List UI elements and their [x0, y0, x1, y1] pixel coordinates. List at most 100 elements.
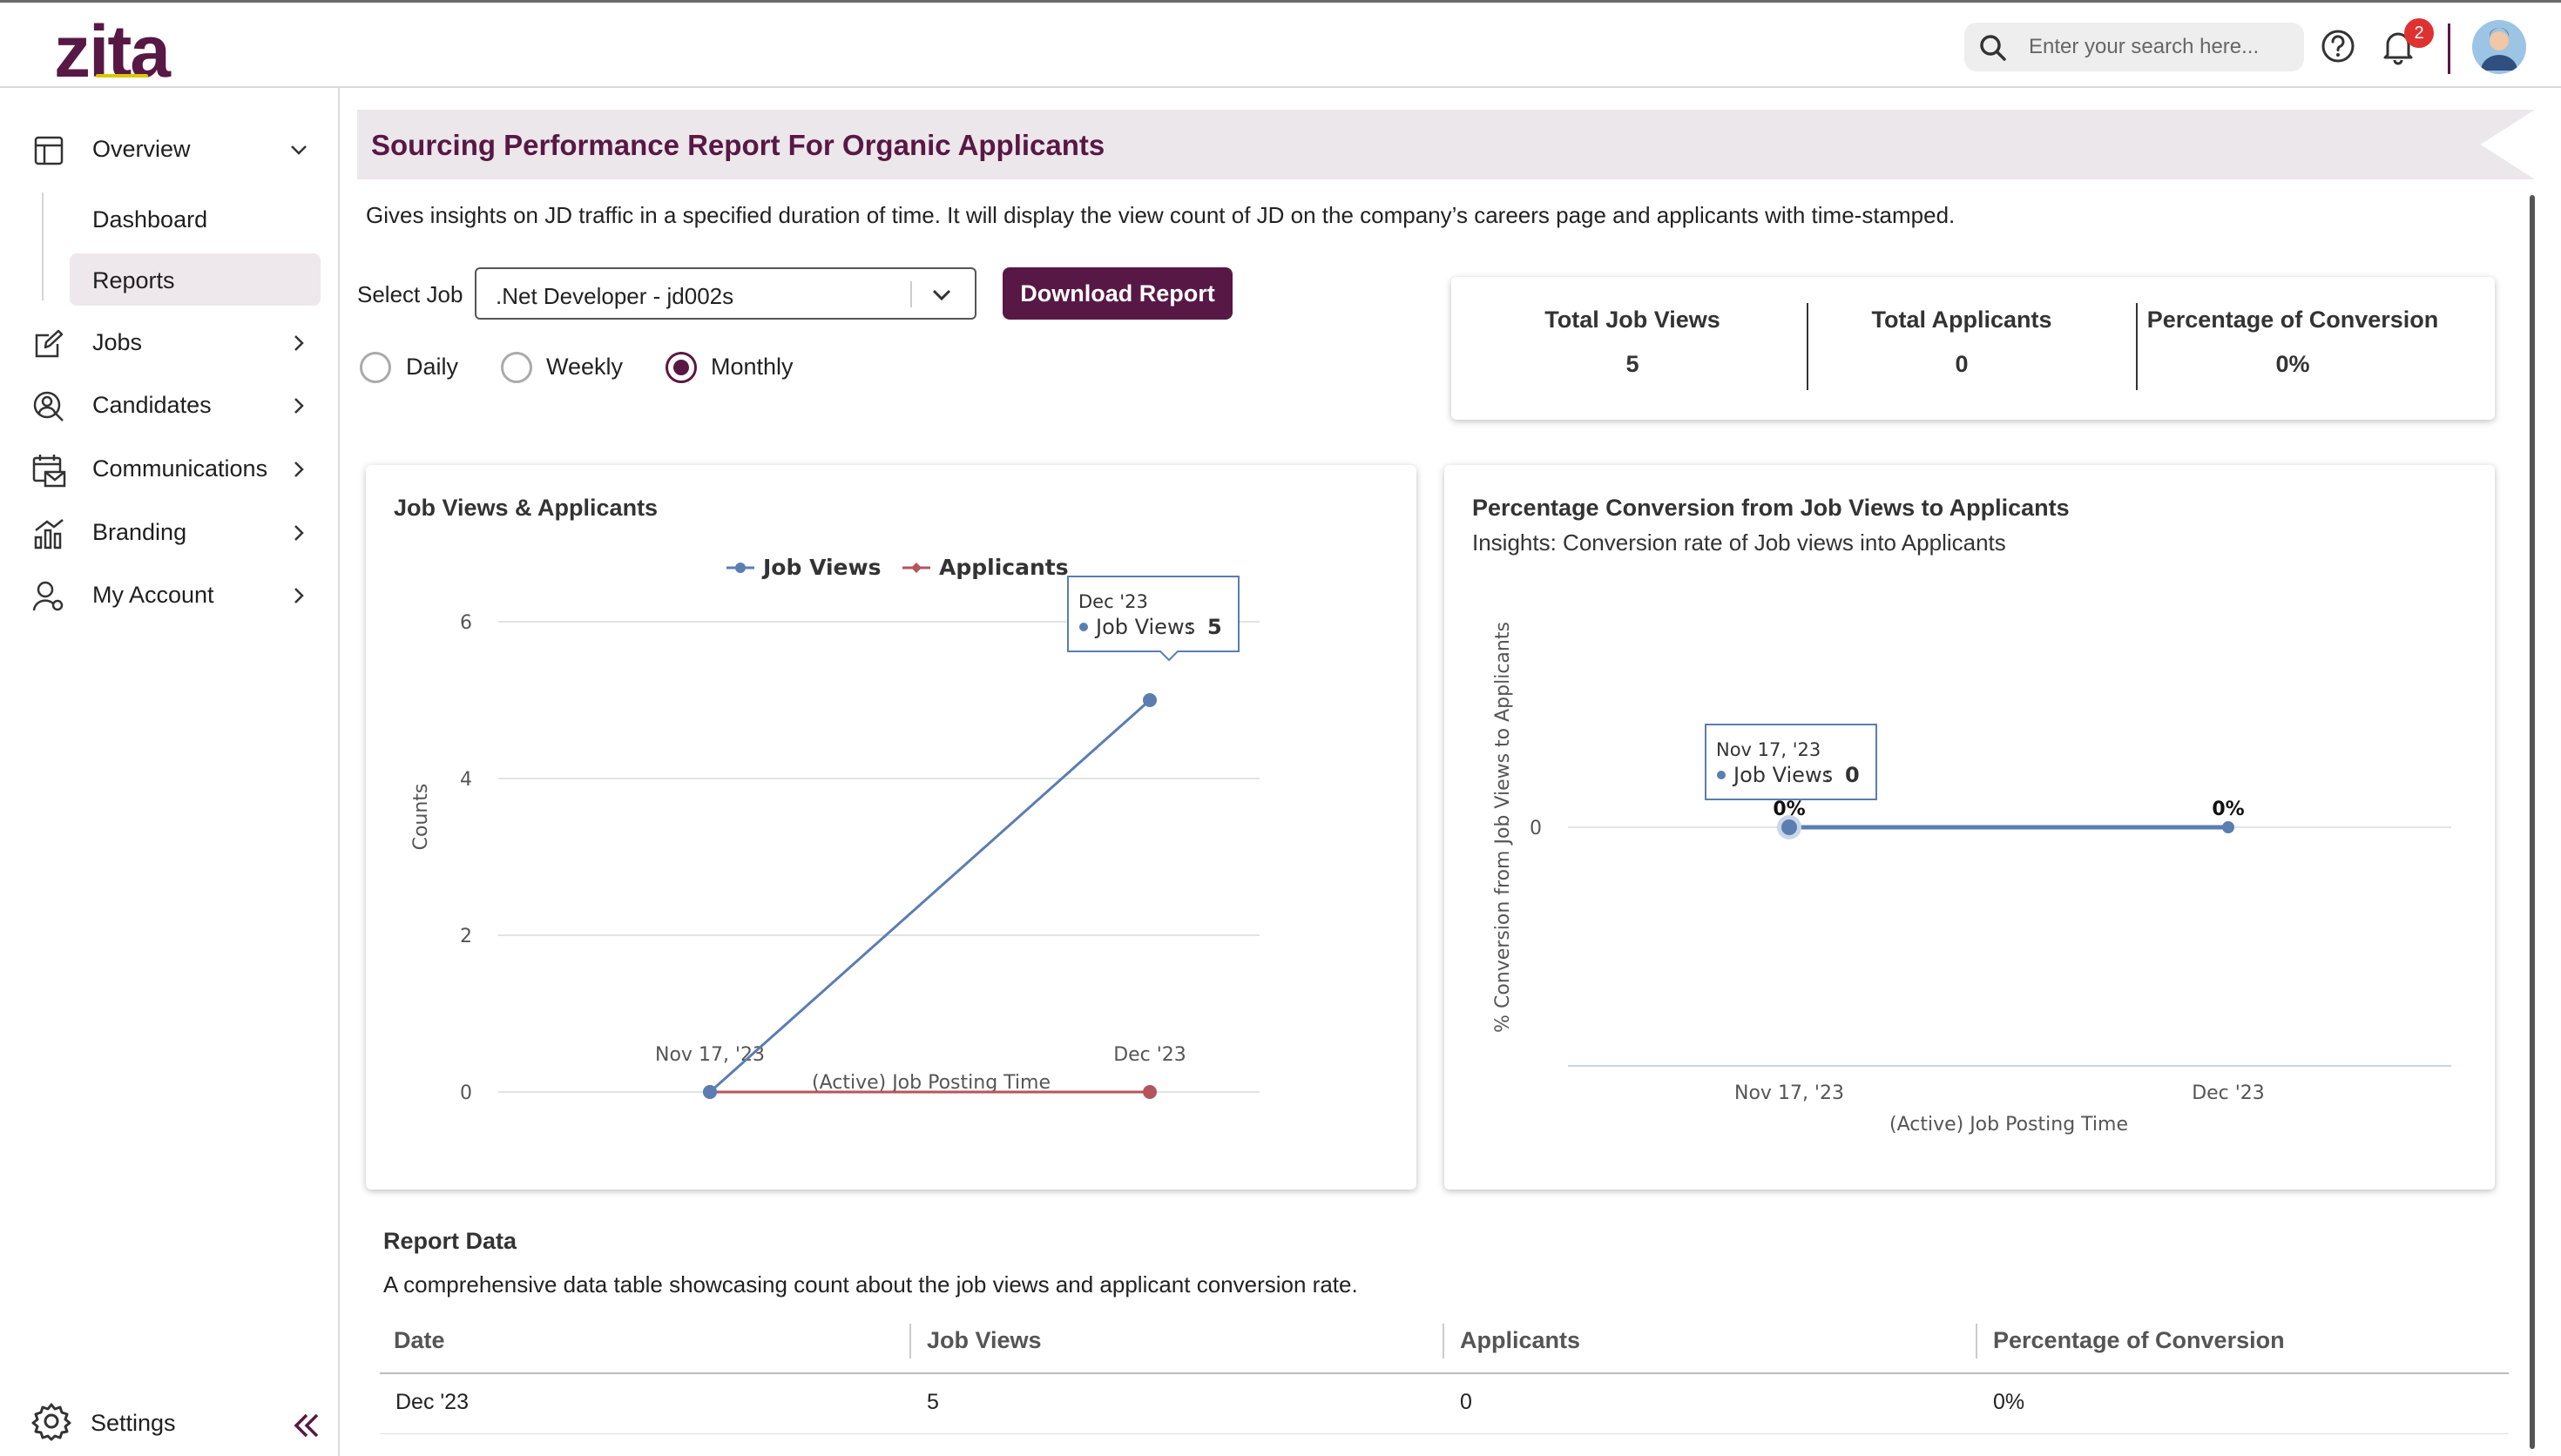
data-point[interactable] [1781, 819, 1797, 835]
tooltip-colon: : [1824, 763, 1831, 787]
stat-divider [2136, 303, 2138, 390]
settings-label[interactable]: Settings [91, 1410, 176, 1436]
table-cell-date: Dec '23 [395, 1390, 469, 1414]
data-point[interactable] [2222, 821, 2234, 833]
table-header-line [380, 1372, 2509, 1374]
chevron-down-icon[interactable] [929, 285, 954, 306]
download-report-button[interactable]: Download Report [1003, 267, 1233, 320]
x-tick-label: Nov 17, '23 [655, 1044, 765, 1066]
chart-card-views-applicants: Job Views & Applicants Job Views Applica… [366, 465, 1416, 1190]
tooltip-value: 5 [1207, 615, 1222, 639]
chevron-right-icon [294, 588, 304, 603]
table-header-applicants[interactable]: Applicants [1460, 1327, 1581, 1353]
data-label: 0% [1773, 799, 1805, 820]
stats-summary: Total Job Views 5 Total Applicants 0 Per… [1451, 277, 2495, 420]
table-header-conversion[interactable]: Percentage of Conversion [1993, 1327, 2285, 1353]
sidebar-item-label: Reports [92, 267, 175, 293]
radio-monthly[interactable] [666, 352, 697, 383]
help-icon[interactable] [2321, 29, 2355, 64]
radio-daily-label[interactable]: Daily [406, 354, 459, 380]
sidebar-item-candidates[interactable]: Candidates [0, 379, 331, 431]
radio-weekly-label[interactable]: Weekly [546, 354, 624, 380]
table-header-separator [1443, 1324, 1444, 1358]
sidebar-item-dashboard[interactable]: Dashboard [70, 192, 321, 245]
x-axis-label: (Active) Job Posting Time [812, 1072, 1051, 1094]
stat-total-applicants: Total Applicants 0 [1798, 307, 2125, 378]
sidebar-item-jobs[interactable]: Jobs [0, 316, 331, 368]
edit-icon [35, 329, 64, 358]
radio-monthly-label[interactable]: Monthly [711, 354, 794, 380]
select-separator [910, 281, 912, 307]
calendar-mail-icon [32, 455, 66, 488]
avatar[interactable] [2472, 20, 2526, 74]
chart-title: Job Views & Applicants [394, 495, 659, 521]
sidebar-item-overview[interactable]: Overview [0, 123, 331, 175]
table-cell-job-views: 5 [927, 1390, 939, 1414]
stat-divider [1807, 303, 1808, 390]
stat-value: 5 [1625, 351, 1639, 377]
sidebar-item-label: My Account [92, 582, 214, 608]
tooltip-marker [1079, 623, 1088, 631]
gear-icon[interactable] [31, 1401, 71, 1441]
y-tick-label: 0 [1530, 818, 1542, 839]
stat-label: Total Applicants [1871, 307, 2052, 333]
y-axis-label: % Conversion from Job Views to Applicant… [1492, 622, 1514, 1033]
table-header-job-views[interactable]: Job Views [927, 1327, 1042, 1353]
views-applicants-chart: Job Views Applicants 0 2 4 6 Nov 17, '23 Dec… [410, 555, 1260, 1104]
table-cell-applicants: 0 [1460, 1390, 1472, 1414]
page-banner [357, 110, 2535, 179]
chart-subtitle: Insights: Conversion rate of Job views i… [1472, 529, 2006, 556]
data-label: 0% [2212, 799, 2244, 820]
radio-daily[interactable] [360, 352, 391, 383]
y-tick-label: 6 [460, 612, 472, 634]
notification-badge: 2 [2404, 18, 2434, 48]
report-description: A comprehensive data table showcasing co… [383, 1271, 1358, 1298]
page-scrollbar[interactable] [2530, 195, 2535, 1449]
stat-total-job-views: Total Job Views 5 [1469, 307, 1796, 378]
sidebar-item-communications[interactable]: Communications [0, 442, 331, 495]
chevron-right-icon [294, 335, 304, 351]
y-tick-label: 2 [460, 926, 472, 947]
stat-conversion: Percentage of Conversion 0% [2129, 307, 2456, 378]
user-settings-icon [32, 581, 64, 611]
chevron-right-icon [294, 525, 304, 541]
sidebar-item-label: Communications [92, 455, 268, 482]
radio-weekly[interactable] [501, 352, 532, 383]
y-axis-label: Counts [410, 784, 432, 851]
y-tick-label: 4 [460, 769, 472, 791]
chart-title: Percentage Conversion from Job Views to … [1472, 495, 2070, 521]
tooltip-series: Job Views [1732, 763, 1833, 787]
search-bar[interactable] [1964, 23, 2304, 71]
search-input[interactable] [2029, 30, 2290, 64]
chart-legend: Job Views Applicants [726, 555, 1069, 580]
bell-icon[interactable] [2381, 29, 2416, 65]
sidebar-item-branding[interactable]: Branding [0, 506, 331, 558]
collapse-sidebar-icon[interactable] [289, 1408, 324, 1443]
legend-label-job-views[interactable]: Job Views [761, 555, 882, 580]
data-point[interactable] [1143, 693, 1157, 707]
chart-tooltip: Dec '23 Job Views : 5 [1067, 576, 1240, 662]
conversion-chart: 0 Nov 17, '23 Dec '23 % Conversion from J… [1492, 622, 2451, 1136]
job-select-value: .Net Developer - jd002s [496, 283, 734, 309]
table-row-divider [380, 1433, 2509, 1434]
user-avatar-icon [2472, 20, 2526, 74]
sidebar-item-reports[interactable]: Reports [70, 253, 321, 306]
x-tick-label: Dec '23 [1113, 1044, 1186, 1066]
table-header-date[interactable]: Date [394, 1327, 445, 1353]
stat-label: Total Job Views [1544, 307, 1720, 333]
legend-label-applicants[interactable]: Applicants [939, 555, 1069, 580]
x-tick-label: Dec '23 [2192, 1082, 2265, 1104]
tooltip-value: 0 [1845, 763, 1860, 787]
data-point[interactable] [703, 1085, 717, 1099]
sidebar: Overview Dashboard Reports Jobs Candidat… [0, 88, 340, 1456]
page-description: Gives insights on JD traffic in a specif… [366, 202, 1956, 228]
x-axis-label: (Active) Job Posting Time [1889, 1114, 2128, 1136]
stat-label: Percentage of Conversion [2146, 307, 2439, 333]
tooltip-title: Dec '23 [1078, 591, 1148, 612]
data-point[interactable] [1143, 1085, 1157, 1099]
select-job-label: Select Job [357, 281, 463, 307]
job-select[interactable]: .Net Developer - jd002s [475, 267, 976, 320]
chevron-right-icon [294, 462, 304, 477]
sidebar-item-label: Overview [92, 136, 191, 162]
sidebar-item-my-account[interactable]: My Account [0, 569, 331, 621]
